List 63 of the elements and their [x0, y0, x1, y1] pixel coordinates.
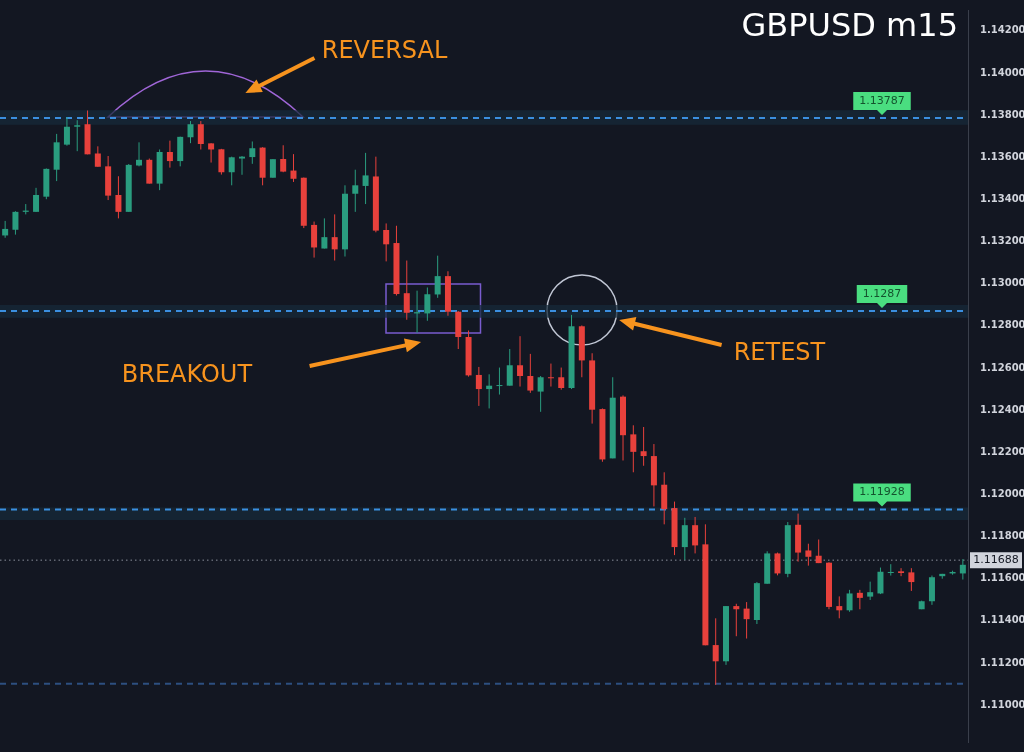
candlestick: [527, 353, 534, 394]
candlestick: [197, 120, 204, 150]
candlestick: [887, 563, 894, 577]
ref-line-label: 1.13787: [859, 93, 905, 107]
candlestick: [537, 375, 544, 413]
ref-line-label: 1.11688: [973, 553, 1019, 567]
candlestick: [558, 367, 565, 391]
candlestick: [403, 260, 410, 321]
candlestick: [517, 335, 524, 388]
chart-title: GBPUSD m15: [741, 6, 958, 44]
candlestick: [733, 603, 740, 637]
candlestick: [321, 217, 328, 250]
candlestick: [187, 120, 194, 144]
candlestick: [208, 142, 215, 164]
candlestick: [239, 155, 245, 176]
candlestick: [136, 141, 143, 167]
candlestick: [94, 145, 101, 168]
candlestick: [908, 567, 915, 592]
candlestick: [311, 221, 318, 259]
candlestick: [280, 144, 287, 173]
candlestick: [63, 116, 70, 147]
candlestick: [74, 119, 81, 152]
candlestick: [115, 175, 122, 219]
candlestick: [434, 255, 441, 299]
candlestick: [218, 148, 225, 176]
candlestick: [681, 517, 688, 561]
candlestick: [290, 153, 297, 183]
annotation: REVERSAL: [321, 36, 448, 64]
ref-line-label: 1.1287: [862, 286, 902, 300]
candlestick: [496, 367, 503, 396]
candlestick: [486, 373, 493, 409]
candlestick: [547, 363, 554, 388]
candlestick: [959, 558, 966, 581]
candlestick: [867, 581, 874, 601]
candlestick: [805, 543, 812, 567]
candlestick: [640, 426, 647, 467]
candlestick: [228, 156, 235, 186]
candlestick: [846, 589, 853, 613]
annotation: RETEST: [733, 338, 826, 366]
candlestick: [331, 213, 338, 262]
candlestick: [692, 516, 699, 554]
candlestick: [475, 366, 482, 407]
candlestick: [269, 158, 276, 179]
candlestick: [352, 169, 359, 213]
candlestick: [630, 424, 637, 473]
candlestick: [362, 152, 369, 205]
candlestick: [166, 140, 173, 169]
annotation: BREAKOUT: [121, 360, 253, 388]
ref-line-label: 1.11928: [859, 485, 905, 499]
candlestick: [506, 348, 513, 387]
candlestick: [424, 287, 431, 322]
candlestick: [383, 222, 390, 262]
candlestick: [856, 589, 863, 610]
candlestick: [836, 595, 843, 619]
candlestick: [712, 617, 719, 686]
candlestick: [877, 567, 884, 595]
candlestick: [2, 220, 9, 239]
candlestick: [33, 187, 40, 213]
candlestick: [12, 210, 19, 236]
candlestick: [743, 601, 750, 640]
candlestick: [249, 140, 256, 165]
candlestick: [146, 158, 153, 185]
candlestick: [898, 567, 905, 577]
